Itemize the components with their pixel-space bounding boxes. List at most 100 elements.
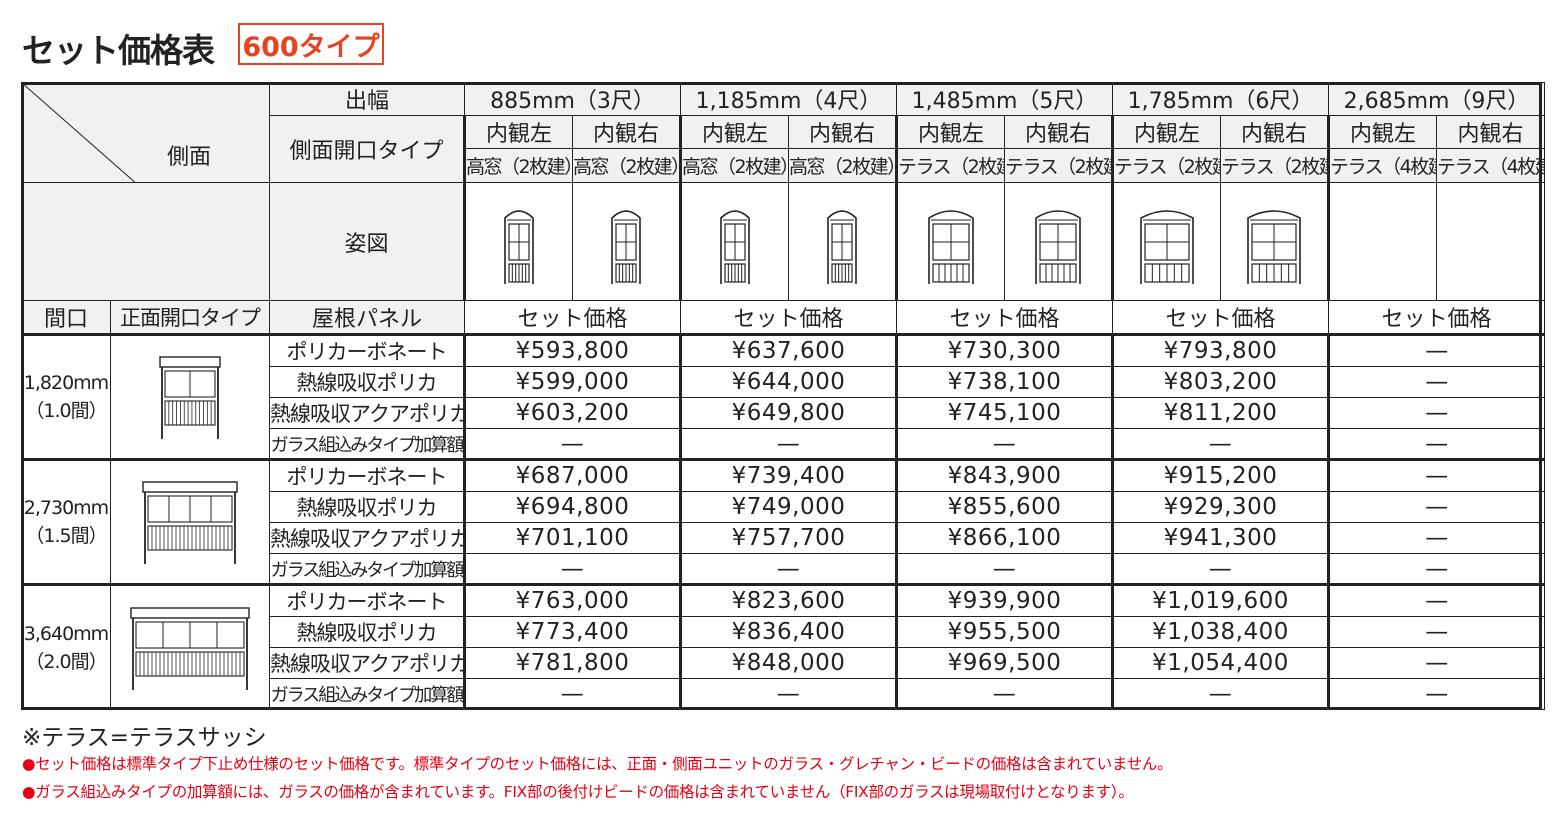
price-0-1-3: ¥803,200: [1111, 366, 1330, 398]
side-open-type-label: 側面開口タイプ: [269, 115, 465, 183]
width-1185: 1,185mm（4尺）: [680, 82, 898, 116]
roof-panel-1-2: 熱線吸収アクアポリカ: [269, 522, 465, 554]
width-label: 出幅: [269, 82, 465, 116]
price-table: 側面 正面 出幅 885mm（3尺） 1,185mm（4尺） 1,485mm（5…: [21, 82, 1546, 710]
side-type-7: 内観右: [1220, 115, 1330, 149]
price-2-0-2: ¥939,900: [895, 583, 1114, 617]
price-1-3-3: —: [1111, 553, 1330, 585]
roof-panel-label: 屋根パネル: [269, 300, 465, 335]
price-1-1-2: ¥855,600: [895, 491, 1114, 523]
price-0-0-2: ¥730,300: [895, 333, 1114, 367]
price-1-0-2: ¥843,900: [895, 458, 1114, 492]
side-type-1: 内観右: [571, 115, 682, 149]
roof-panel-1-3: ガラス組込みタイプ加算額: [269, 553, 465, 585]
price-2-0-3: ¥1,019,600: [1111, 583, 1330, 617]
width-2685: 2,685mm（9尺）: [1328, 82, 1546, 116]
price-2-1-3: ¥1,038,400: [1111, 616, 1330, 648]
price-2-3-1: —: [679, 678, 898, 710]
side-figure-1: [571, 182, 682, 301]
side-figure-6: [1111, 182, 1222, 301]
price-0-2-0: ¥603,200: [462, 397, 682, 429]
price-2-3-2: —: [895, 678, 1114, 710]
page-title: セット価格表: [22, 31, 215, 70]
side-figure-2: [679, 182, 790, 301]
side-figure-8: [1327, 182, 1438, 301]
maguchi-ken-1: （1.5間）: [25, 525, 107, 547]
maguchi-size-2: 3,640mm: [23, 622, 109, 645]
diagonal-line: [22, 83, 135, 182]
price-1-3-1: —: [679, 553, 898, 585]
price-0-1-4: —: [1327, 366, 1546, 398]
price-2-2-0: ¥781,800: [462, 647, 682, 679]
price-1-2-2: ¥866,100: [895, 522, 1114, 554]
price-1-0-1: ¥739,400: [679, 458, 898, 492]
side-type-5: 内観右: [1004, 115, 1114, 149]
price-0-0-4: —: [1327, 333, 1546, 367]
price-2-3-3: —: [1111, 678, 1330, 710]
side-type-3: 内観右: [788, 115, 898, 149]
side-type-0: 内観左: [463, 115, 573, 149]
price-2-2-3: ¥1,054,400: [1111, 647, 1330, 679]
width-1785: 1,785mm（6尺）: [1112, 82, 1330, 116]
price-1-0-4: —: [1327, 458, 1546, 492]
window-type-3: 高窓（2枚建）: [788, 148, 898, 183]
side-figure-0: [463, 182, 573, 301]
price-note-1: ●セット価格は標準タイプ下止め仕様のセット価格です。標準タイプのセット価格には、…: [22, 755, 1173, 773]
window-type-8: テラス（4枚建）: [1327, 148, 1438, 183]
price-2-1-1: ¥836,400: [679, 616, 898, 648]
price-0-3-4: —: [1327, 428, 1546, 460]
window-type-0: 高窓（2枚建）: [463, 148, 573, 183]
side-type-6: 内観左: [1111, 115, 1222, 149]
price-1-3-0: —: [462, 553, 682, 585]
front-label-cell: [21, 182, 270, 301]
price-0-3-1: —: [679, 428, 898, 460]
price-2-2-4: —: [1327, 647, 1546, 679]
window-type-6: テラス（2枚建）: [1111, 148, 1222, 183]
side-figure-7: [1220, 182, 1330, 301]
set-price-label-4: セット価格: [1112, 300, 1330, 335]
price-0-2-3: ¥811,200: [1111, 397, 1330, 429]
roof-panel-0-3: ガラス組込みタイプ加算額: [269, 428, 465, 460]
set-price-label-1: セット価格: [463, 300, 682, 335]
side-figure-3: [788, 182, 898, 301]
maguchi-2: 3,640mm （2.0間）: [21, 583, 111, 710]
width-1485: 1,485mm（5尺）: [896, 82, 1114, 116]
price-2-0-1: ¥823,600: [679, 583, 898, 617]
maguchi-0: 1,820mm （1.0間）: [21, 333, 111, 460]
price-2-0-0: ¥763,000: [462, 583, 682, 617]
price-1-1-4: —: [1327, 491, 1546, 523]
terrace-note: ※テラス=テラスサッシ: [22, 725, 267, 751]
price-0-0-0: ¥593,800: [462, 333, 682, 367]
price-0-2-2: ¥745,100: [895, 397, 1114, 429]
type-badge: 600タイプ: [238, 23, 384, 65]
roof-panel-1-1: 熱線吸収ポリカ: [269, 491, 465, 523]
price-2-1-2: ¥955,500: [895, 616, 1114, 648]
price-0-3-2: —: [895, 428, 1114, 460]
price-2-1-4: —: [1327, 616, 1546, 648]
set-price-label-5: セット価格: [1328, 300, 1546, 335]
price-0-0-3: ¥793,800: [1111, 333, 1330, 367]
window-type-2: 高窓（2枚建）: [679, 148, 790, 183]
price-0-1-1: ¥644,000: [679, 366, 898, 398]
price-1-0-3: ¥915,200: [1111, 458, 1330, 492]
maguchi-ken-0: （1.0間）: [25, 400, 107, 422]
maguchi-size-1: 2,730mm: [23, 497, 109, 519]
set-price-label-2: セット価格: [680, 300, 898, 335]
window-type-7: テラス（2枚建）: [1220, 148, 1330, 183]
price-0-3-0: —: [462, 428, 682, 460]
price-0-1-0: ¥599,000: [462, 366, 682, 398]
front-figure-1: [110, 458, 270, 585]
roof-panel-2-0: ポリカーボネート: [269, 583, 465, 617]
price-2-0-4: —: [1327, 583, 1546, 617]
side-figure-5: [1004, 182, 1114, 301]
roof-panel-0-2: 熱線吸収アクアポリカ: [269, 397, 465, 429]
roof-panel-2-1: 熱線吸収ポリカ: [269, 616, 465, 648]
roof-panel-2-3: ガラス組込みタイプ加算額: [269, 678, 465, 710]
price-1-3-2: —: [895, 553, 1114, 585]
side-label: 側面: [167, 145, 212, 170]
price-note-2: ●ガラス組込みタイプの加算額には、ガラスの価格が含まれています。FIX部の後付け…: [22, 783, 1134, 801]
window-type-5: テラス（2枚建）: [1004, 148, 1114, 183]
maguchi-size-0: 1,820mm: [23, 372, 109, 394]
side-figure-4: [895, 182, 1006, 301]
window-type-1: 高窓（2枚建）: [571, 148, 682, 183]
